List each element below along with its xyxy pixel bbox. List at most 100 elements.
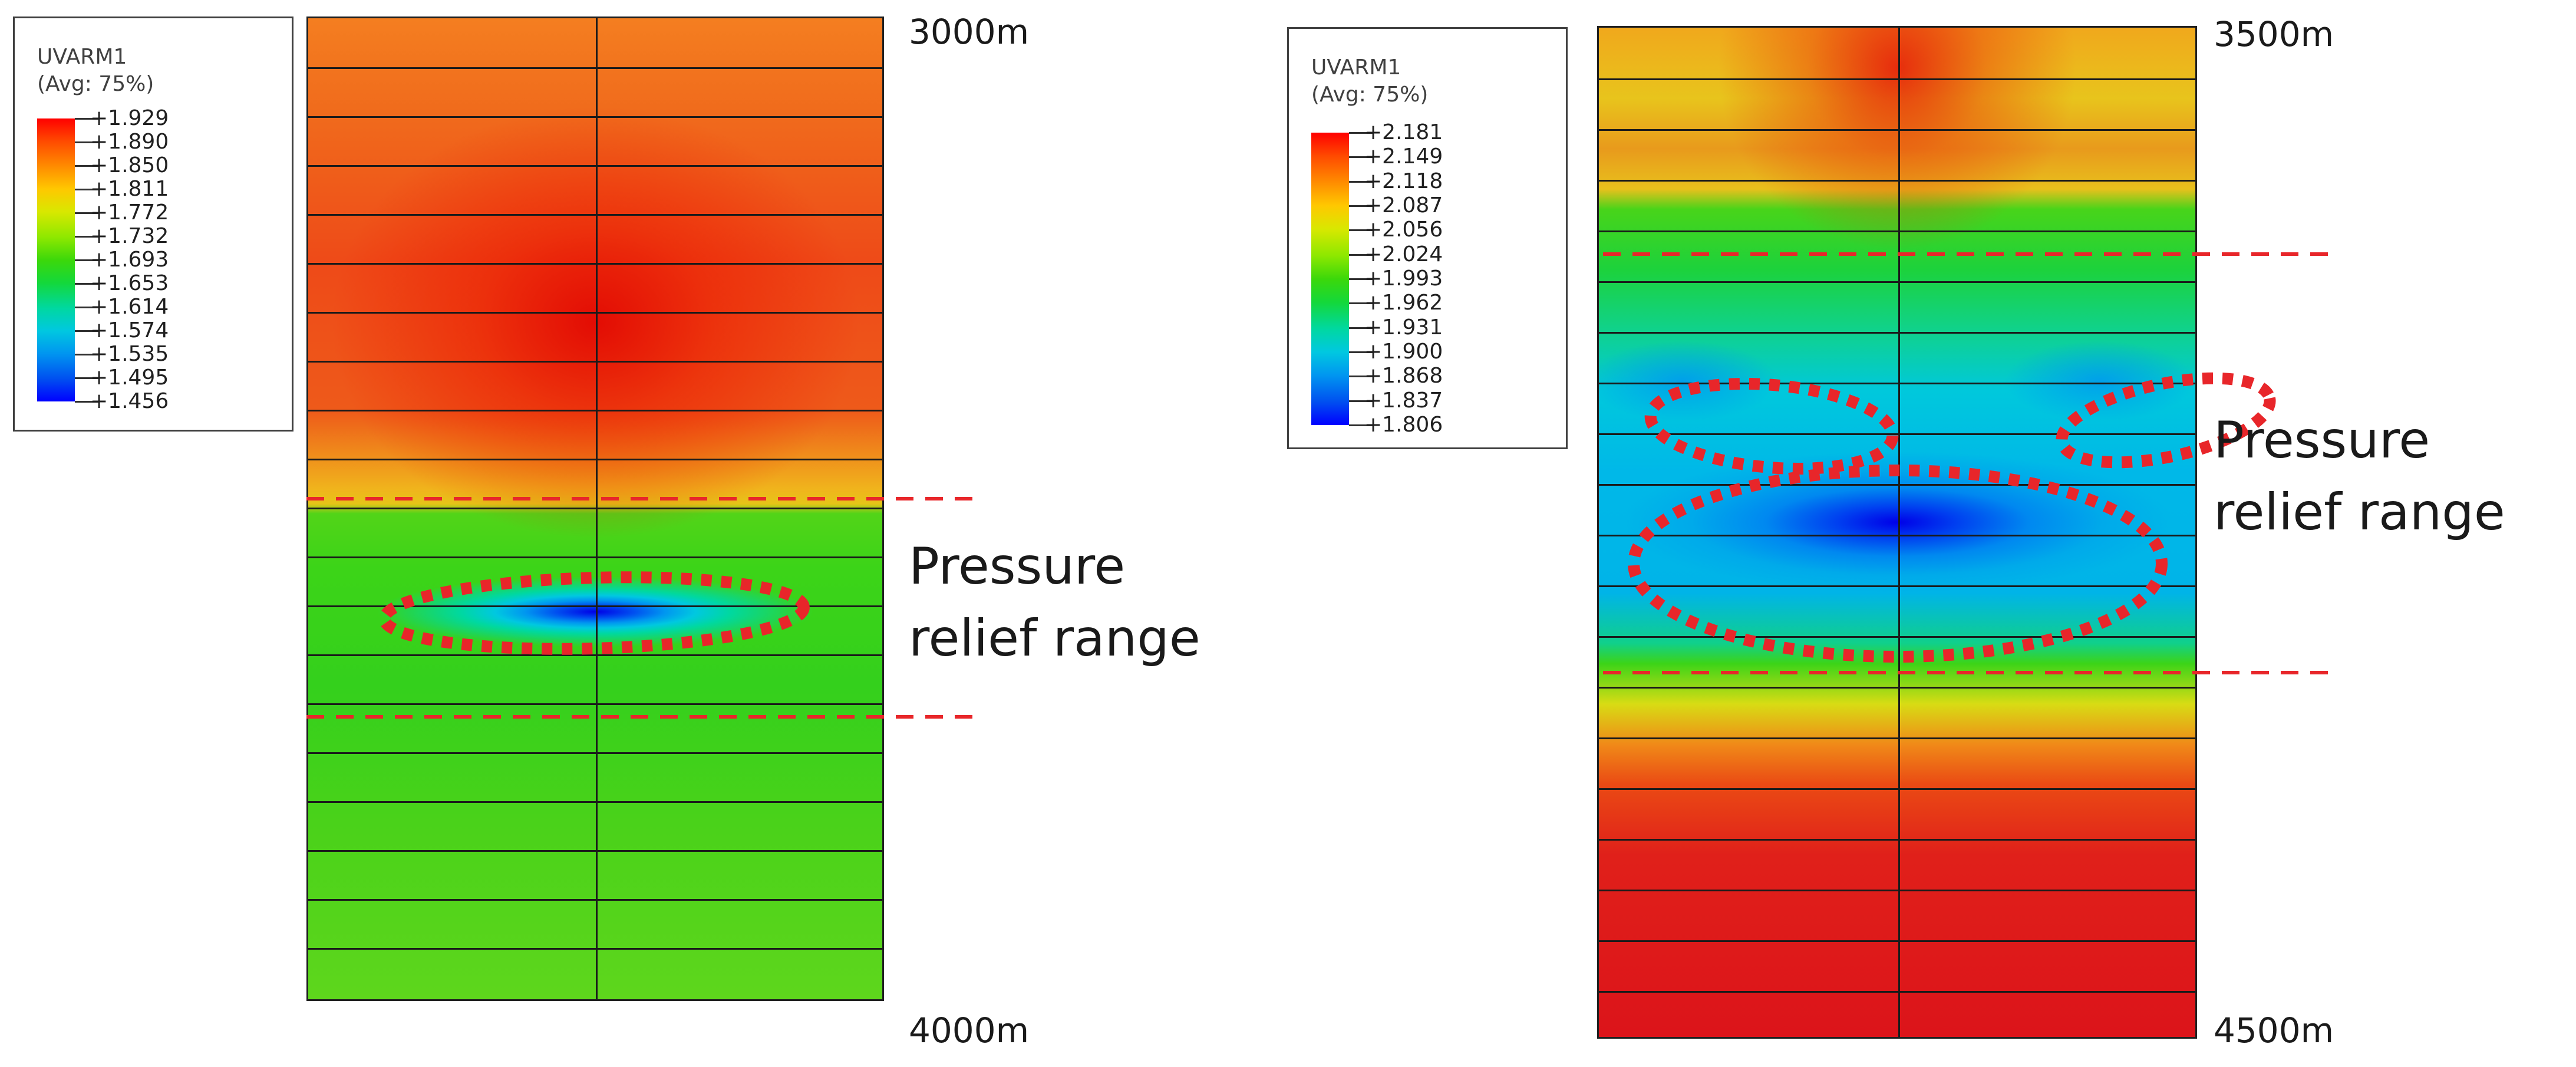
legend-tick	[1349, 351, 1373, 353]
legend-tick	[75, 118, 98, 120]
legend-tick	[1349, 132, 1373, 134]
legend-right: UVARM1 (Avg: 75%) +2.181 +2.149 +2.118 +…	[1287, 27, 1568, 449]
legend-value: +1.495	[90, 365, 169, 390]
legend-tick	[75, 401, 98, 403]
legend-tick	[75, 165, 98, 167]
legend-value: +1.900	[1364, 340, 1443, 364]
legend-value: +2.149	[1364, 144, 1443, 169]
mesh-line	[1599, 78, 2195, 80]
mesh-line	[308, 67, 882, 69]
legend-tick	[1349, 229, 1373, 231]
legend-tick	[75, 283, 98, 285]
legend-tick	[75, 212, 98, 214]
mesh-line	[1599, 129, 2195, 131]
depth-bottom-label: 4500m	[2214, 1010, 2334, 1050]
legend-tick	[1349, 302, 1373, 304]
mesh-line	[1599, 535, 2195, 536]
legend-value: +1.890	[90, 130, 169, 154]
legend-value: +2.024	[1364, 242, 1443, 266]
legend-value: +1.574	[90, 318, 169, 343]
legend-tick	[1349, 424, 1373, 426]
mesh-line	[1599, 687, 2195, 689]
mesh-line	[1599, 433, 2195, 435]
mesh-line	[308, 850, 882, 852]
mesh-line	[308, 899, 882, 901]
legend-value: +2.056	[1364, 218, 1443, 242]
legend-value: +2.087	[1364, 193, 1443, 218]
legend-subtitle: (Avg: 75%)	[1311, 83, 1429, 107]
legend-value: +1.806	[1364, 413, 1443, 437]
mesh-line	[308, 508, 882, 509]
mesh-line	[308, 263, 882, 265]
pressure-relief-label: Pressure relief range	[909, 537, 1200, 668]
legend-value: +1.931	[1364, 315, 1443, 340]
mesh-line	[1599, 839, 2195, 841]
legend-value: +1.535	[90, 342, 169, 366]
legend-value: +1.653	[90, 271, 169, 295]
legend-subtitle: (Avg: 75%)	[37, 72, 154, 96]
mesh-line	[1599, 383, 2195, 384]
mesh-line	[1599, 890, 2195, 891]
mesh-line	[1599, 636, 2195, 638]
colorbar	[37, 118, 75, 401]
mesh-line	[308, 361, 882, 363]
legend-value: +1.837	[1364, 388, 1443, 413]
legend-value: +1.732	[90, 224, 169, 248]
mesh-line	[1599, 788, 2195, 790]
mesh-line	[1599, 230, 2195, 232]
colorbar	[1311, 133, 1349, 425]
mesh-centerline	[596, 18, 598, 999]
mesh-line	[308, 410, 882, 411]
legend-title: UVARM1	[1311, 55, 1401, 80]
mesh-line	[308, 948, 882, 950]
mesh-line	[308, 654, 882, 656]
mesh-line	[308, 752, 882, 754]
mesh-line	[308, 312, 882, 314]
legend-value: +1.614	[90, 295, 169, 319]
mesh-line	[308, 165, 882, 167]
legend-value: +1.693	[90, 248, 169, 272]
mesh-line	[308, 801, 882, 803]
depth-top-label: 3000m	[909, 12, 1030, 52]
legend-tick	[75, 141, 98, 143]
mesh-line	[1599, 940, 2195, 942]
legend-tick	[75, 354, 98, 355]
mesh-centerline	[1898, 28, 1900, 1037]
left-panel: UVARM1 (Avg: 75%) +1.929 +1.890 +1.850 +…	[0, 0, 1267, 1067]
pressure-relief-label: Pressure relief range	[2214, 411, 2505, 542]
legend-tick	[1349, 254, 1373, 256]
low-zone-sides	[1599, 28, 2195, 1037]
legend-tick	[1349, 376, 1373, 377]
mesh-line	[308, 459, 882, 460]
mesh-line	[308, 605, 882, 607]
legend-tick	[75, 307, 98, 308]
legend-tick	[1349, 205, 1373, 207]
legend-tick	[1349, 400, 1373, 402]
right-panel: UVARM1 (Avg: 75%) +2.181 +2.149 +2.118 +…	[1267, 0, 2576, 1067]
mesh-line	[1599, 585, 2195, 587]
depth-bottom-label: 4000m	[909, 1010, 1030, 1050]
legend-value: +1.811	[90, 177, 169, 201]
legend-tick	[75, 330, 98, 332]
mesh-line	[1599, 991, 2195, 993]
legend-value: +1.962	[1364, 291, 1443, 315]
legend-value: +2.118	[1364, 169, 1443, 193]
legend-left: UVARM1 (Avg: 75%) +1.929 +1.890 +1.850 +…	[13, 17, 293, 432]
legend-value: +1.850	[90, 153, 169, 177]
legend-value: +2.181	[1364, 120, 1443, 144]
legend-tick	[1349, 181, 1373, 183]
mesh-line	[1599, 332, 2195, 334]
legend-tick	[1349, 278, 1373, 280]
mesh-line	[308, 556, 882, 558]
mesh-line	[308, 116, 882, 118]
legend-tick	[75, 236, 98, 238]
mesh-line	[1599, 281, 2195, 283]
depth-top-label: 3500m	[2214, 14, 2334, 54]
legend-tick	[1349, 156, 1373, 158]
mesh-line	[1599, 180, 2195, 182]
legend-value: +1.868	[1364, 364, 1443, 388]
legend-tick	[75, 377, 98, 379]
legend-tick	[75, 259, 98, 261]
legend-tick	[1349, 327, 1373, 329]
contour-model-right	[1597, 26, 2197, 1039]
